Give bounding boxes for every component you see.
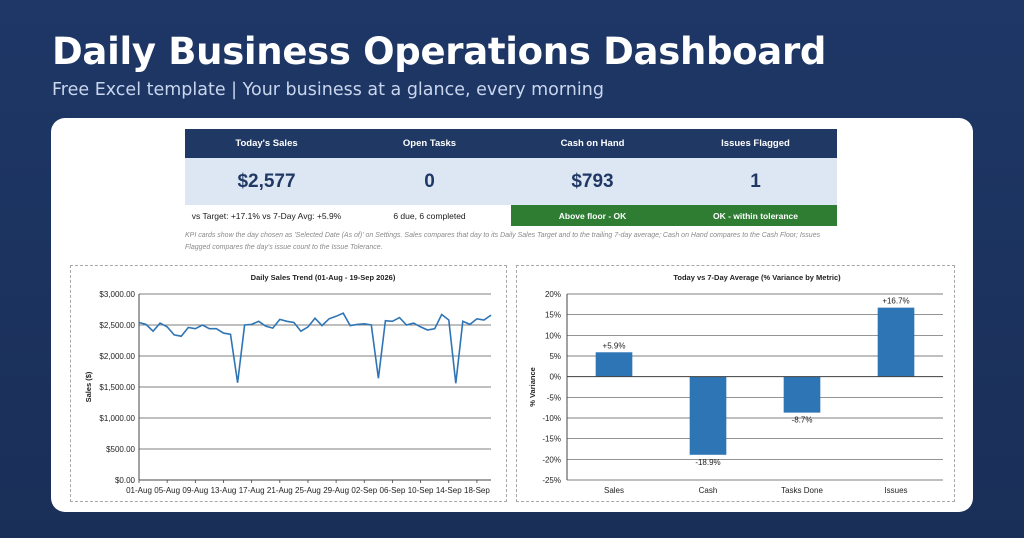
line-x-tick-label: 02-Sep <box>351 486 377 495</box>
bar-category-label: Cash <box>699 486 718 495</box>
sales-trend-chart[interactable]: Daily Sales Trend (01-Aug - 19-Sep 2026)… <box>70 265 507 502</box>
variance-data-label: -18.9% <box>695 458 720 467</box>
variance-bar <box>877 307 915 377</box>
bar-y-tick-label: 0% <box>549 373 561 382</box>
line-x-tick-label: 14-Sep <box>436 486 462 495</box>
variance-data-label: +5.9% <box>603 341 626 350</box>
kpi-value-row: $2,577 0 $793 1 <box>185 158 837 205</box>
bar-category-label: Tasks Done <box>781 486 823 495</box>
bar-y-tick-label: 20% <box>545 290 561 299</box>
variance-data-label: -8.7% <box>792 416 813 425</box>
kpi-label-cash: Cash on Hand <box>560 138 625 149</box>
bar-category-label: Issues <box>884 486 907 495</box>
line-x-tick-label: 05-Aug <box>154 486 180 495</box>
variance-data-label: +16.7% <box>882 297 909 306</box>
line-x-tick-label: 17-Aug <box>239 486 265 495</box>
kpi-note-tasks: 6 due, 6 completed <box>393 210 466 221</box>
line-y-tick-label: $2,000.00 <box>99 352 135 361</box>
line-x-tick-label: 21-Aug <box>267 486 293 495</box>
kpi-note-row: vs Target: +17.1% vs 7-Day Avg: +5.9% 6 … <box>185 205 837 226</box>
kpi-label-sales: Today's Sales <box>235 138 298 149</box>
bar-y-tick-label: 5% <box>549 352 561 361</box>
line-chart-title: Daily Sales Trend (01-Aug - 19-Sep 2026) <box>251 273 396 282</box>
kpi-value-cash: $793 <box>571 170 614 192</box>
dashboard-sheet: Today's Sales Open Tasks Cash on Hand Is… <box>51 118 973 512</box>
line-y-axis-label: Sales ($) <box>84 371 93 402</box>
kpi-status-cash: Above floor - OK <box>511 205 674 226</box>
kpi-value-issues: 1 <box>750 170 761 192</box>
line-x-tick-label: 06-Sep <box>380 486 406 495</box>
line-x-tick-label: 18-Sep <box>464 486 490 495</box>
line-x-tick-label: 01-Aug <box>126 486 152 495</box>
bar-y-tick-label: 10% <box>545 331 561 340</box>
kpi-note-sales: vs Target: +17.1% vs 7-Day Avg: +5.9% <box>191 210 342 221</box>
bar-category-label: Sales <box>604 486 624 495</box>
kpi-value-sales: $2,577 <box>237 170 296 192</box>
bar-chart-title: Today vs 7-Day Average (% Variance by Me… <box>673 273 841 282</box>
dashboard-subtitle: Free Excel template | Your business at a… <box>52 80 604 100</box>
line-x-tick-label: 13-Aug <box>211 486 237 495</box>
sales-trend-svg: Daily Sales Trend (01-Aug - 19-Sep 2026)… <box>84 273 492 495</box>
sales-series-line <box>138 312 492 384</box>
bar-y-tick-label: -25% <box>542 476 561 485</box>
variance-bar <box>783 376 821 413</box>
variance-chart[interactable]: Today vs 7-Day Average (% Variance by Me… <box>516 265 955 502</box>
dashboard-title: Daily Business Operations Dashboard <box>52 30 827 73</box>
variance-bar <box>689 376 727 455</box>
line-x-tick-label: 29-Aug <box>323 486 349 495</box>
bar-y-tick-label: -15% <box>542 435 561 444</box>
kpi-header-row: Today's Sales Open Tasks Cash on Hand Is… <box>185 129 837 158</box>
bar-y-tick-label: -20% <box>542 455 561 464</box>
kpi-table: Today's Sales Open Tasks Cash on Hand Is… <box>185 129 837 226</box>
line-y-tick-label: $1,500.00 <box>99 383 135 392</box>
kpi-label-tasks: Open Tasks <box>402 138 457 149</box>
variance-bar <box>595 352 633 377</box>
bar-y-tick-label: -5% <box>547 393 561 402</box>
line-x-tick-label: 10-Sep <box>408 486 434 495</box>
variance-svg: Today vs 7-Day Average (% Variance by Me… <box>528 273 943 495</box>
kpi-value-tasks: 0 <box>424 170 435 192</box>
line-y-tick-label: $3,000.00 <box>99 290 135 299</box>
kpi-footnote: KPI cards show the day chosen as 'Select… <box>185 232 821 251</box>
line-x-tick-label: 09-Aug <box>182 486 208 495</box>
kpi-label-issues: Issues Flagged <box>721 138 790 149</box>
line-y-tick-label: $1,000.00 <box>99 414 135 423</box>
line-y-tick-label: $500.00 <box>106 445 135 454</box>
bar-y-axis-label: % Variance <box>528 367 537 407</box>
line-y-tick-label: $0.00 <box>115 476 136 485</box>
line-x-tick-label: 25-Aug <box>295 486 321 495</box>
bar-y-tick-label: 15% <box>545 311 561 320</box>
bar-y-tick-label: -10% <box>542 414 561 423</box>
line-y-tick-label: $2,500.00 <box>99 321 135 330</box>
kpi-status-issues: OK - within tolerance <box>674 205 837 226</box>
